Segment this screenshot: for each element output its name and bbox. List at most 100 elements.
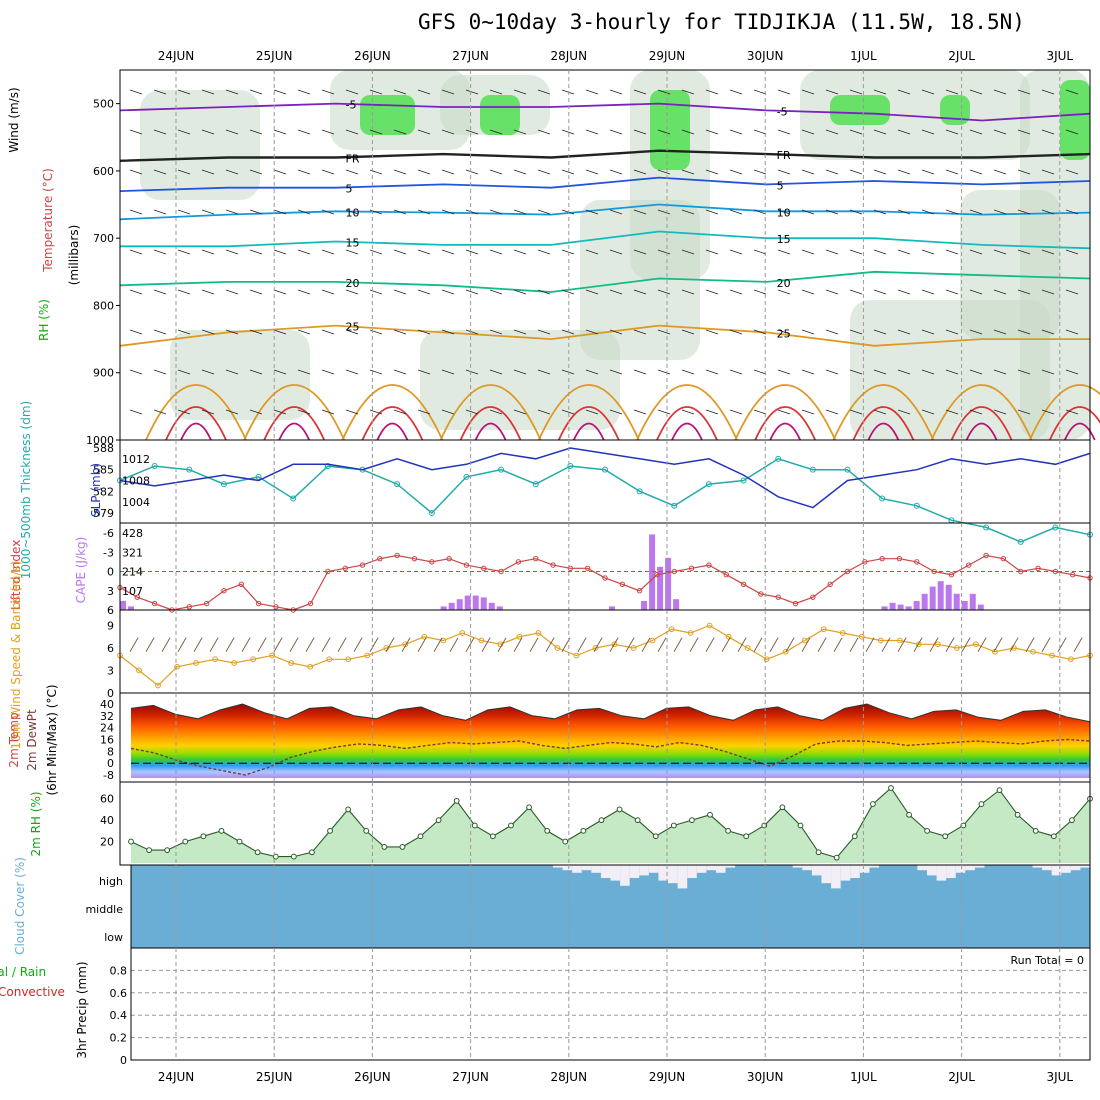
wind-speed-point xyxy=(877,637,884,644)
wind-barb xyxy=(705,329,719,335)
wind-barb-10m xyxy=(881,637,891,652)
wind-barb xyxy=(561,369,575,375)
thickness-tick-label: 579 xyxy=(93,507,114,520)
surface-contour xyxy=(867,422,900,441)
rh-point xyxy=(128,838,134,845)
cloud-high-cell xyxy=(725,865,736,868)
wind-barb xyxy=(897,409,911,415)
wind-barb-10m xyxy=(193,637,203,652)
cloud-high-cell xyxy=(936,865,947,881)
wind-barb xyxy=(345,129,359,135)
cape-bar xyxy=(889,602,896,610)
date-label-bottom: 25JUN xyxy=(256,1070,293,1084)
wind-barb-10m xyxy=(529,637,539,652)
wind-barb xyxy=(177,89,191,95)
rh-moist-region xyxy=(1060,80,1090,160)
wind-barb xyxy=(225,249,239,255)
cape-bar xyxy=(448,602,455,610)
wind-barb xyxy=(969,289,983,295)
wind-barb-10m xyxy=(1041,637,1051,652)
li-point xyxy=(411,555,418,562)
thickness-point xyxy=(463,473,470,480)
wind-barb xyxy=(585,369,599,375)
wind-barb xyxy=(201,289,215,295)
cape-bar xyxy=(496,606,503,610)
cloud-high-cell xyxy=(1042,865,1052,871)
rh-point xyxy=(562,838,569,845)
chart-title: GFS 0~10day 3-hourly for TIDJIKJA (11.5W… xyxy=(418,10,1025,34)
wind-barb-10m xyxy=(897,637,907,652)
wind-barb xyxy=(441,289,455,295)
wind-barb xyxy=(969,89,983,95)
rh-point xyxy=(815,849,822,856)
wind-barb xyxy=(921,329,935,335)
wind-barb xyxy=(729,129,743,135)
wind-barb xyxy=(369,409,383,415)
rh-point xyxy=(598,817,605,824)
li-point xyxy=(307,600,314,607)
isotherm-20 xyxy=(119,270,1091,293)
wind-barb-10m xyxy=(449,637,459,652)
wind-barb xyxy=(873,369,887,375)
wind-barb xyxy=(1017,409,1031,415)
wind-barb xyxy=(729,209,743,215)
rh-point xyxy=(869,801,876,807)
precip-tick-label: 0.2 xyxy=(110,1032,128,1045)
dewpoint-line xyxy=(130,738,1091,776)
wind-barb xyxy=(489,369,503,375)
temp-tick-label: 0 xyxy=(107,757,114,770)
li-point xyxy=(481,565,487,571)
li-point xyxy=(325,568,331,575)
wind-barb xyxy=(369,289,383,295)
cloud-high-cell xyxy=(639,865,649,876)
wind-barb xyxy=(945,169,959,175)
wind-barb-10m xyxy=(801,637,811,652)
wind-barb xyxy=(393,129,407,135)
wind-barb xyxy=(1065,129,1079,135)
wind-barb xyxy=(561,409,575,415)
isotherm-label: FR xyxy=(346,152,360,165)
thickness-point xyxy=(394,481,401,488)
wind-barb xyxy=(537,89,551,95)
wind-barb xyxy=(417,409,431,415)
cloud-high-cell xyxy=(552,865,563,868)
temp-line xyxy=(130,703,1091,723)
wind-speed-point xyxy=(725,633,732,640)
wind-barb xyxy=(297,289,311,295)
surface-contour xyxy=(341,384,444,441)
wind-barb xyxy=(921,209,935,215)
li-point xyxy=(1052,568,1059,575)
wind-barb xyxy=(513,209,527,215)
wind-barb xyxy=(129,89,143,95)
surface-contour xyxy=(832,384,935,441)
wind-speed-point xyxy=(972,641,979,648)
wind-barb xyxy=(369,169,383,175)
wind-barb xyxy=(561,289,575,295)
wind-barb xyxy=(201,369,215,375)
wind-barb xyxy=(297,129,311,135)
wind-speed-point xyxy=(801,637,808,644)
li-point xyxy=(567,565,574,571)
wind-barb xyxy=(201,89,215,95)
li-point xyxy=(203,600,210,607)
wind-barb xyxy=(129,209,143,215)
wind-barb-10m xyxy=(753,637,763,652)
wind-barb xyxy=(369,329,383,335)
wind-barb xyxy=(681,329,695,335)
wind-barb xyxy=(657,369,671,375)
cape-tick-label: 428 xyxy=(122,527,143,540)
wind-barb xyxy=(897,369,911,375)
wind-barb xyxy=(849,89,863,95)
wind-barb xyxy=(921,409,935,415)
li-point xyxy=(151,600,158,607)
wind-barb xyxy=(537,289,551,295)
date-label-bottom: 26JUN xyxy=(354,1070,391,1084)
wind-barb xyxy=(609,129,623,135)
wind-barb xyxy=(321,249,335,255)
wind-barb xyxy=(513,129,527,135)
wind-speed-point xyxy=(573,652,580,659)
wind-barb xyxy=(681,169,695,175)
wind-barb xyxy=(849,409,863,415)
li-point xyxy=(429,559,435,565)
wind-barb xyxy=(681,249,695,255)
